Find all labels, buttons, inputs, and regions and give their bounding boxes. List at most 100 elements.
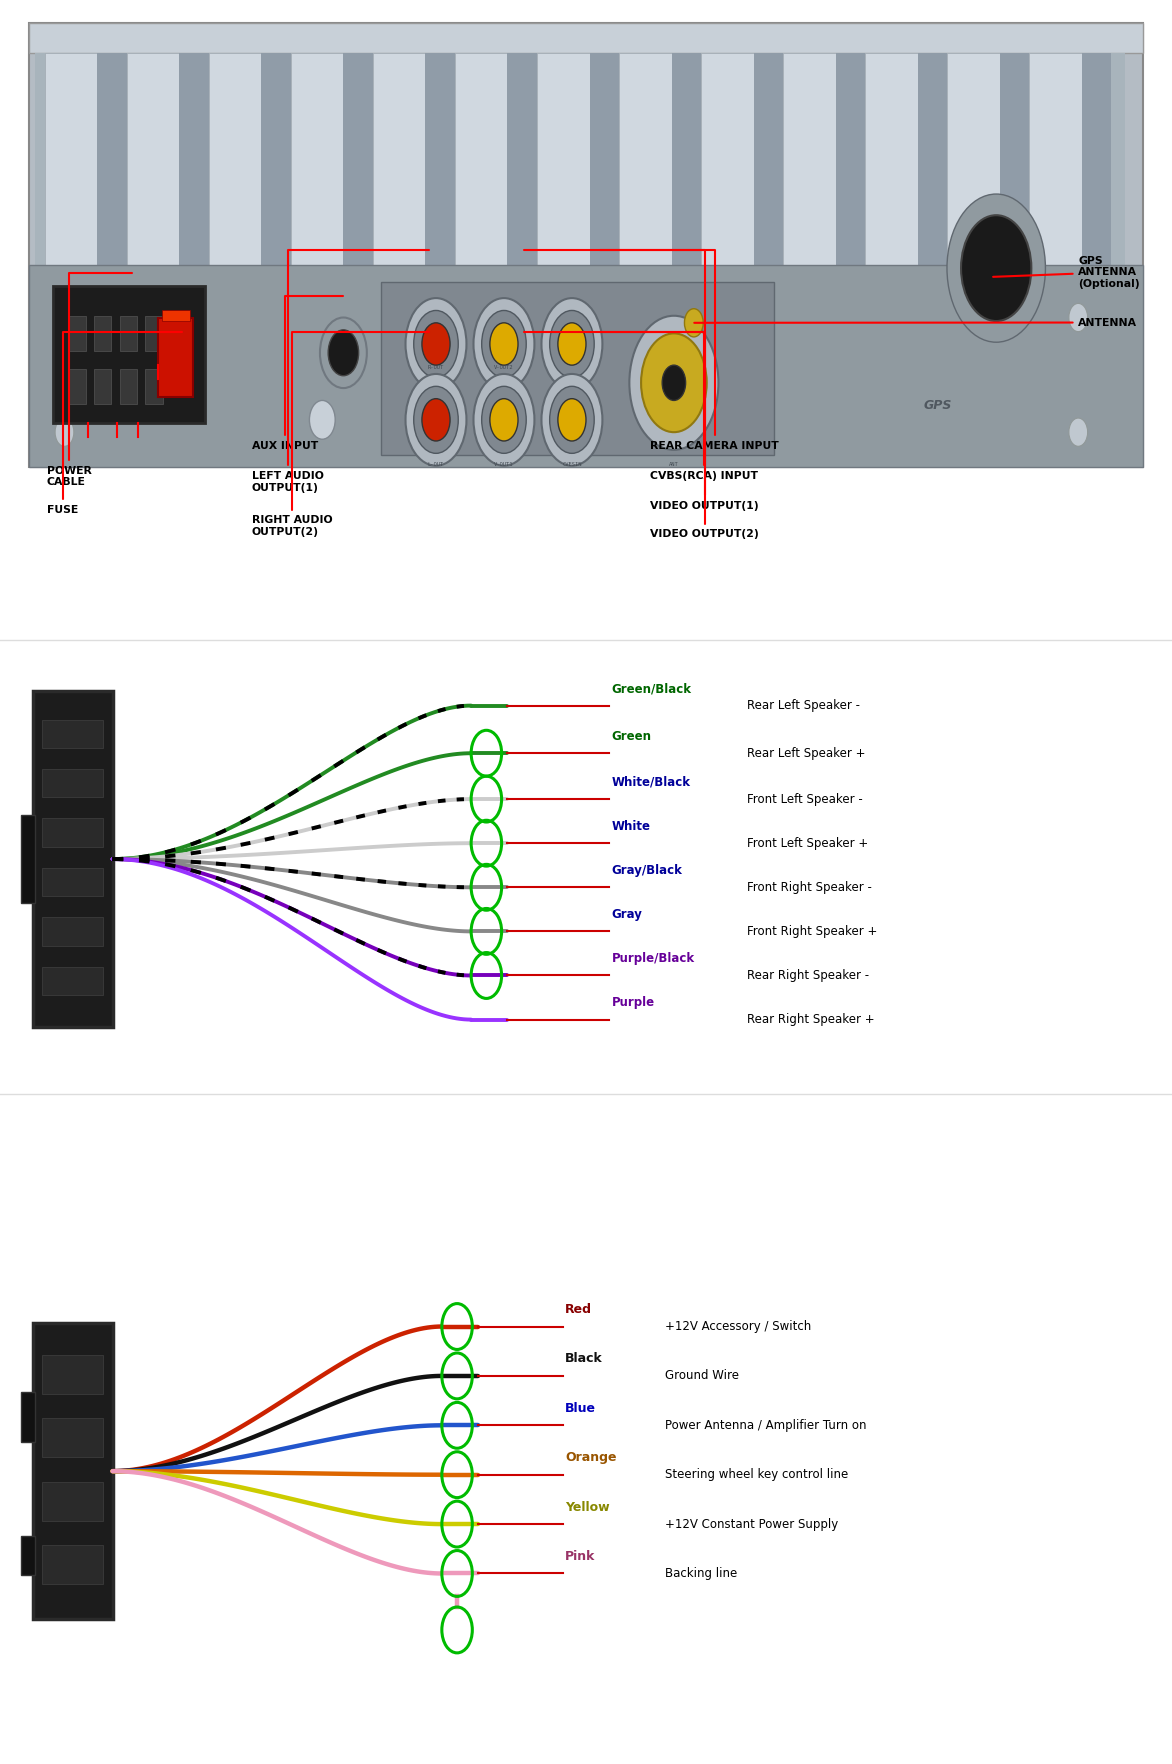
Circle shape	[422, 323, 450, 365]
Bar	[45, 53, 97, 268]
Text: White/Black: White/Black	[612, 776, 690, 789]
Bar	[29, 23, 1143, 53]
Circle shape	[422, 399, 450, 441]
Bar	[42, 1355, 103, 1394]
Text: REAR CAMERA INPUT: REAR CAMERA INPUT	[600, 250, 779, 452]
Text: Backing line: Backing line	[665, 1566, 737, 1581]
Bar	[42, 1545, 103, 1584]
Bar	[42, 917, 103, 946]
Bar	[1029, 53, 1082, 268]
Bar	[381, 282, 774, 455]
Text: Black: Black	[565, 1353, 602, 1365]
Text: ANTENNA: ANTENNA	[694, 318, 1137, 328]
Bar	[53, 286, 205, 423]
Text: Purple: Purple	[612, 997, 655, 1009]
Circle shape	[550, 310, 594, 377]
Bar	[754, 53, 783, 268]
Circle shape	[641, 333, 707, 432]
Bar	[1082, 53, 1111, 268]
Bar	[590, 53, 619, 268]
Circle shape	[947, 194, 1045, 342]
Text: R-OUT: R-OUT	[428, 365, 444, 370]
Bar	[42, 720, 103, 748]
Text: Green/Black: Green/Black	[612, 683, 691, 695]
Bar	[455, 53, 507, 268]
Bar	[42, 967, 103, 995]
Text: Orange: Orange	[565, 1452, 616, 1464]
Bar	[33, 1323, 113, 1619]
Text: POWER
CABLE: POWER CABLE	[47, 273, 132, 487]
Text: V-OUT2: V-OUT2	[495, 365, 513, 370]
Circle shape	[550, 386, 594, 453]
Text: Rear Left Speaker +: Rear Left Speaker +	[747, 746, 865, 760]
Circle shape	[473, 298, 534, 390]
Bar	[120, 369, 137, 404]
Circle shape	[558, 323, 586, 365]
Circle shape	[473, 374, 534, 466]
Text: Front Left Speaker -: Front Left Speaker -	[747, 792, 863, 806]
Text: Blue: Blue	[565, 1402, 595, 1415]
Text: Red: Red	[565, 1304, 592, 1316]
Bar	[145, 369, 163, 404]
Text: Pink: Pink	[565, 1551, 595, 1563]
Bar	[291, 53, 343, 268]
Text: GPS: GPS	[924, 399, 952, 413]
Text: Rear Right Speaker -: Rear Right Speaker -	[747, 968, 868, 983]
Circle shape	[414, 310, 458, 377]
Bar	[21, 1392, 35, 1441]
Bar	[343, 53, 373, 268]
Text: Rear Right Speaker +: Rear Right Speaker +	[747, 1013, 874, 1027]
Bar	[42, 1418, 103, 1457]
Bar	[21, 1536, 35, 1575]
Bar	[145, 316, 163, 351]
Circle shape	[55, 418, 74, 446]
Text: Purple/Black: Purple/Black	[612, 953, 695, 965]
Text: GPS
ANTENNA
(Optional): GPS ANTENNA (Optional)	[993, 256, 1140, 289]
Circle shape	[490, 323, 518, 365]
Bar	[619, 53, 672, 268]
Circle shape	[482, 386, 526, 453]
Bar	[672, 53, 701, 268]
Bar	[94, 369, 111, 404]
Circle shape	[309, 400, 335, 439]
Text: Ground Wire: Ground Wire	[665, 1369, 738, 1383]
Text: L-OUT: L-OUT	[428, 462, 444, 467]
Bar	[120, 316, 137, 351]
Bar	[425, 53, 455, 268]
Bar	[35, 53, 1125, 268]
Bar	[1000, 53, 1029, 268]
Bar	[29, 265, 1143, 467]
Bar	[21, 815, 35, 903]
Text: LEFT AUDIO
OUTPUT(1): LEFT AUDIO OUTPUT(1)	[252, 250, 429, 492]
Bar	[33, 691, 113, 1027]
Text: Gray: Gray	[612, 908, 642, 921]
Bar	[373, 53, 425, 268]
Text: Power Antenna / Amplifier Turn on: Power Antenna / Amplifier Turn on	[665, 1418, 866, 1432]
Text: +12V Constant Power Supply: +12V Constant Power Supply	[665, 1517, 838, 1531]
Circle shape	[558, 399, 586, 441]
Bar	[42, 769, 103, 797]
Bar	[537, 53, 590, 268]
Circle shape	[1069, 303, 1088, 332]
Text: Green: Green	[612, 730, 652, 743]
Circle shape	[414, 386, 458, 453]
Bar	[507, 53, 537, 268]
Text: VIDEO OUTPUT(2): VIDEO OUTPUT(2)	[524, 332, 759, 540]
Bar	[42, 868, 103, 896]
Circle shape	[961, 215, 1031, 321]
Bar	[42, 818, 103, 847]
Circle shape	[662, 365, 686, 400]
Circle shape	[406, 374, 466, 466]
Circle shape	[541, 298, 602, 390]
Bar	[947, 53, 1000, 268]
Bar	[158, 318, 193, 397]
Text: VIDEO OUTPUT(1): VIDEO OUTPUT(1)	[524, 250, 759, 512]
Text: ANT: ANT	[669, 462, 679, 467]
Text: White: White	[612, 820, 650, 833]
Text: Steering wheel key control line: Steering wheel key control line	[665, 1468, 847, 1482]
Bar	[127, 53, 179, 268]
Bar	[42, 1482, 103, 1521]
Text: Front Right Speaker +: Front Right Speaker +	[747, 924, 877, 938]
Circle shape	[328, 330, 359, 376]
Circle shape	[541, 374, 602, 466]
